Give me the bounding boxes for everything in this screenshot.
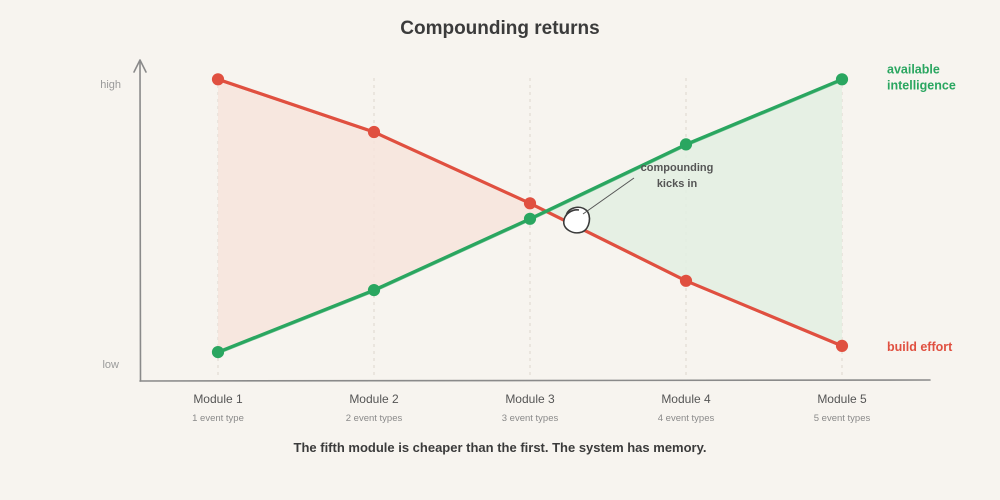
- category-sublabel-1: 1 event type: [192, 413, 244, 424]
- category-sublabel-5: 5 event types: [814, 413, 871, 424]
- category-labels: Module 1 1 event type Module 2 2 event type…: [192, 392, 870, 424]
- series-labels: available intelligence build effort: [887, 62, 956, 354]
- effort-point-2: [367, 125, 381, 139]
- category-label-3: Module 3: [505, 392, 555, 406]
- category-sublabel-2: 2 event types: [346, 413, 403, 424]
- intelligence-area: [545, 79, 842, 346]
- series-label-intelligence-1: available: [887, 62, 940, 76]
- intelligence-point-4: [679, 138, 693, 151]
- area-fills: [218, 79, 842, 353]
- effort-point-4: [679, 274, 693, 287]
- series-label-intelligence-2: intelligence: [887, 78, 956, 92]
- category-label-5: Module 5: [817, 392, 867, 406]
- y-axis-arrow: [133, 59, 147, 73]
- series-points: [211, 73, 849, 359]
- annotation-leader: [582, 177, 635, 215]
- annotation-line-1: compounding: [641, 162, 714, 174]
- intelligence-point-2: [367, 284, 381, 297]
- crossover-marker: [563, 206, 591, 234]
- y-level-high: high: [100, 79, 121, 91]
- category-sublabel-3: 3 event types: [502, 413, 559, 424]
- category-sublabel-4: 4 event types: [658, 413, 715, 424]
- intelligence-point-1: [211, 346, 225, 359]
- annotation-line-2: kicks in: [657, 178, 698, 190]
- axes: [133, 59, 931, 382]
- x-axis: [139, 379, 931, 382]
- category-label-2: Module 2: [349, 392, 399, 406]
- category-label-1: Module 1: [193, 392, 243, 406]
- effort-area: [218, 79, 546, 353]
- effort-point-1: [211, 73, 225, 86]
- effort-point-5: [835, 339, 849, 352]
- chart-caption: The fifth module is cheaper than the fir…: [294, 440, 707, 455]
- series-label-effort-1: build effort: [887, 340, 953, 354]
- y-level-low: low: [102, 359, 119, 371]
- effort-point-3: [523, 197, 537, 210]
- category-label-4: Module 4: [661, 392, 711, 406]
- compounding-annotation: compounding kicks in: [563, 162, 714, 234]
- y-axis: [139, 61, 142, 382]
- intelligence-point-5: [835, 73, 849, 86]
- chart-title: Compounding returns: [400, 18, 599, 39]
- intelligence-point-3: [523, 212, 537, 225]
